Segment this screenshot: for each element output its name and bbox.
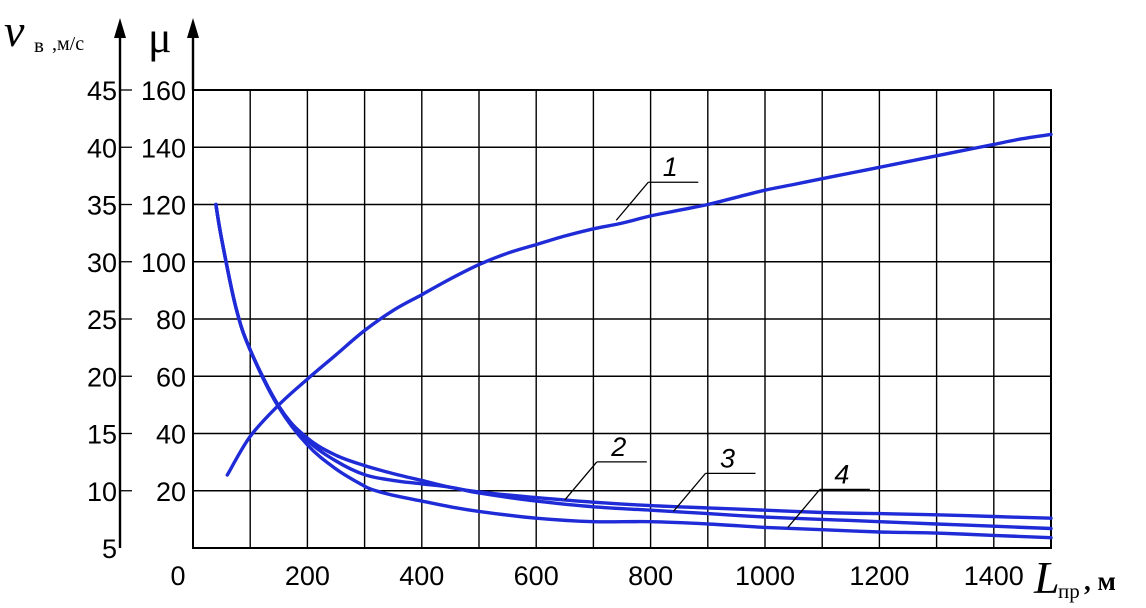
mu-axis-tick-label: 140	[141, 133, 186, 163]
mu-axis-tick-label: 80	[156, 305, 186, 335]
curve-label: 4	[834, 459, 849, 489]
mu-axis-ticks: 20 40 60 80 100 120 140 160	[141, 76, 186, 507]
v-axis-tick-label: 40	[87, 133, 117, 163]
v-axis-ticks: 5 10 15 20 25 30 35 40 45	[87, 76, 132, 564]
x-axis-symbol: L	[1033, 552, 1060, 603]
v-axis-tick-label: 20	[87, 362, 117, 392]
v-axis-tick-label: 10	[87, 477, 117, 507]
curve-label: 2	[610, 432, 626, 462]
curve-label-leader	[564, 461, 598, 501]
v-axis-symbol: v	[4, 5, 25, 56]
v-axis-subscript: в	[34, 33, 44, 57]
mu-axis-tick-label: 40	[156, 420, 186, 450]
v-axis-tick-label: 35	[87, 191, 117, 221]
curve-label-leader	[672, 472, 706, 512]
v-axis-tick-label: 30	[87, 248, 117, 278]
v-axis-unit: ,м/с	[52, 33, 84, 55]
mu-axis-tick-label: 20	[156, 477, 186, 507]
curve-label-leader	[787, 488, 821, 528]
x-axis-tick-label: 200	[285, 561, 330, 591]
mu-axis-tick-label: 160	[141, 76, 186, 106]
plot-frame	[192, 89, 1052, 549]
curves	[214, 132, 1053, 540]
x-axis-subscript: пр	[1058, 579, 1080, 603]
v-axis-tick-label: 15	[87, 420, 117, 450]
x-axis-ticks: 0 200 400 600 800 1000 1200 1400	[170, 561, 1023, 591]
mu-axis-tick-label: 120	[141, 191, 186, 221]
x-axis-tick-label: 400	[399, 561, 444, 591]
mu-axis-tick-label: 60	[156, 362, 186, 392]
curve-label: 1	[663, 152, 678, 182]
curve-labels: 1 2 3 4	[564, 152, 870, 528]
x-axis-tick-label: 1000	[735, 561, 795, 591]
series-line-3	[214, 202, 1053, 531]
v-axis-tick-label: 5	[102, 534, 117, 564]
v-axis-arrow-icon	[114, 18, 126, 38]
x-axis-tick-label: 0	[170, 561, 185, 591]
x-axis-tick-label: 600	[514, 561, 559, 591]
series-line-1	[225, 132, 1053, 477]
curve-label-leader	[615, 181, 649, 221]
curve-label: 3	[720, 443, 735, 473]
x-axis-tick-label: 1200	[849, 561, 909, 591]
x-axis-tick-label: 1400	[964, 561, 1024, 591]
v-axis-tick-label: 45	[87, 76, 117, 106]
mu-axis-tick-label: 100	[141, 248, 186, 278]
x-axis-tick-label: 800	[628, 561, 673, 591]
v-axis-tick-label: 25	[87, 305, 117, 335]
mu-axis-arrow-icon	[187, 18, 199, 38]
mu-axis-symbol: μ	[148, 13, 172, 62]
series-line-4	[214, 202, 1053, 540]
x-axis-unit: , м	[1084, 566, 1116, 596]
